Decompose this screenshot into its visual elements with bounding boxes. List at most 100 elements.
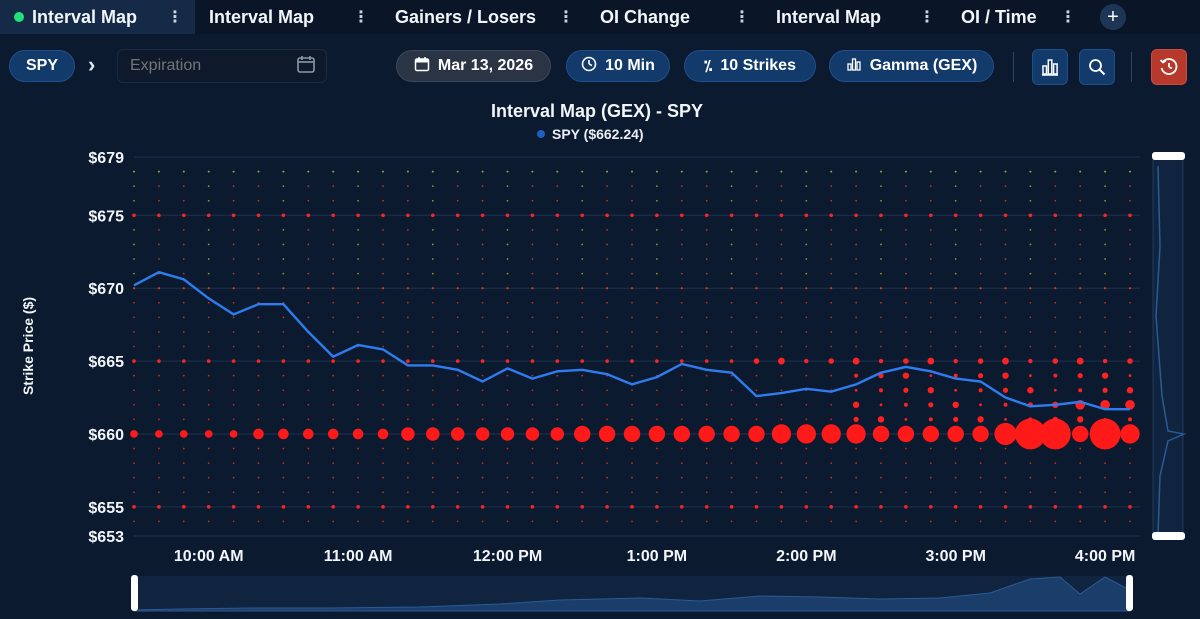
gex-bubble xyxy=(606,520,608,523)
vertical-slider-bottom-handle[interactable] xyxy=(1152,532,1185,540)
reset-button[interactable] xyxy=(1151,49,1187,85)
gex-bubble xyxy=(182,301,185,304)
gex-bubble xyxy=(954,170,957,173)
expiration-input[interactable] xyxy=(128,56,282,76)
calendar-icon[interactable] xyxy=(296,54,316,79)
gex-bubble xyxy=(680,331,683,333)
gex-bubble xyxy=(232,374,235,377)
gex-bubble xyxy=(232,316,235,319)
gex-bubble xyxy=(232,447,235,450)
gex-bubble xyxy=(1004,462,1007,465)
legend-label[interactable]: SPY ($662.24) xyxy=(552,126,644,142)
gex-bubble xyxy=(382,301,384,304)
gex-bubble xyxy=(1128,287,1132,290)
tab-menu-icon[interactable]: ⋮ xyxy=(353,9,369,26)
gex-bubble xyxy=(282,331,285,333)
tab-oi-change[interactable]: OI Change ⋮ xyxy=(586,0,762,34)
gex-bubble xyxy=(456,170,459,173)
gex-bubble xyxy=(431,272,434,275)
gex-bubble xyxy=(631,418,633,421)
gex-bubble xyxy=(929,447,932,450)
gex-bubble xyxy=(382,345,384,348)
gex-bubble xyxy=(456,476,459,479)
gex-bubble xyxy=(306,505,311,509)
tab-menu-icon[interactable]: ⋮ xyxy=(919,9,935,26)
tab-menu-icon[interactable]: ⋮ xyxy=(734,9,750,26)
gex-bubble xyxy=(352,428,364,440)
gex-bubble xyxy=(381,287,385,290)
gex-bubble xyxy=(581,228,584,231)
gex-bubble xyxy=(257,258,260,260)
gex-bubble xyxy=(977,416,984,423)
interval-button[interactable]: 10 Min xyxy=(566,50,670,82)
gex-bubble xyxy=(1100,400,1110,410)
gex-bubble xyxy=(506,301,509,304)
gex-bubble xyxy=(954,185,957,188)
gex-bubble xyxy=(1053,373,1058,378)
ticker-button[interactable]: SPY xyxy=(9,50,75,82)
gex-bubble xyxy=(830,301,833,304)
tab-menu-icon[interactable]: ⋮ xyxy=(558,9,574,26)
gex-bubble xyxy=(1104,243,1106,246)
time-slider-left-handle[interactable] xyxy=(131,575,138,611)
zoom-button[interactable] xyxy=(1079,49,1115,85)
gex-bubble xyxy=(905,228,907,231)
chart-type-button[interactable] xyxy=(1032,49,1068,85)
gex-bubble xyxy=(550,427,565,441)
gex-bubble xyxy=(954,199,957,202)
gex-bubble xyxy=(954,331,957,333)
gex-bubble xyxy=(133,228,135,231)
gex-bubble xyxy=(232,345,235,348)
gex-bubble xyxy=(1054,287,1057,290)
date-picker-button[interactable]: Mar 13, 2026 xyxy=(396,50,551,82)
gex-bubble xyxy=(257,331,260,333)
add-tab-button[interactable]: + xyxy=(1100,4,1126,30)
gex-bubble xyxy=(157,287,160,290)
gex-bubble xyxy=(281,359,286,363)
tab-label: Interval Map xyxy=(209,6,315,27)
gex-bubble xyxy=(581,462,584,465)
gex-bubble xyxy=(581,403,584,406)
gex-bubble xyxy=(1129,185,1131,188)
expiration-field[interactable] xyxy=(117,49,327,83)
spot-price-line[interactable] xyxy=(133,270,1130,411)
gex-bubble xyxy=(307,374,310,377)
gex-bubble xyxy=(780,389,783,392)
tab-interval-map-1[interactable]: Interval Map ⋮ xyxy=(0,0,195,34)
tab-oi-time[interactable]: OI / Time ⋮ xyxy=(947,0,1088,34)
gex-bubble xyxy=(880,520,882,523)
tab-gainers-losers[interactable]: Gainers / Losers ⋮ xyxy=(381,0,586,34)
gex-bubble xyxy=(1004,331,1007,333)
gex-bubble xyxy=(880,316,882,319)
gex-bubble xyxy=(506,403,509,406)
tab-interval-map-2[interactable]: Interval Map ⋮ xyxy=(195,0,381,34)
gex-bubble xyxy=(1052,416,1058,422)
vertical-slider-top-handle[interactable] xyxy=(1152,152,1185,160)
time-slider-right-handle[interactable] xyxy=(1126,575,1133,611)
tab-interval-map-3[interactable]: Interval Map ⋮ xyxy=(762,0,947,34)
y-tick-label: $653 xyxy=(88,529,124,546)
tab-menu-icon[interactable]: ⋮ xyxy=(1060,9,1076,26)
gex-bubble xyxy=(456,374,459,377)
gex-bubble xyxy=(729,359,734,363)
gex-bubble xyxy=(804,505,809,509)
gex-bubble xyxy=(581,301,584,304)
interval-map-chart[interactable]: Interval Map (GEX) - SPY SPY ($662.24) S… xyxy=(0,96,1200,619)
gex-bubble xyxy=(282,447,285,450)
gex-bubble xyxy=(879,403,883,407)
x-tick-label: 12:00 PM xyxy=(473,548,542,565)
strikes-button[interactable]: ⁒ 10 Strikes xyxy=(684,50,816,82)
time-navigator-series xyxy=(133,576,1131,612)
gex-bubble xyxy=(581,331,584,333)
gex-bubble xyxy=(303,428,314,440)
gex-bubble xyxy=(556,199,559,202)
vertical-navigator-series xyxy=(1155,165,1187,537)
gex-bubble xyxy=(431,491,434,494)
gex-bubble xyxy=(206,359,211,363)
tab-menu-icon[interactable]: ⋮ xyxy=(167,9,183,26)
gex-bubble xyxy=(953,213,958,218)
gex-bubble xyxy=(332,520,335,523)
gex-bubble xyxy=(830,258,833,260)
gex-bubble xyxy=(182,418,185,421)
metric-button[interactable]: Gamma (GEX) xyxy=(829,50,994,82)
